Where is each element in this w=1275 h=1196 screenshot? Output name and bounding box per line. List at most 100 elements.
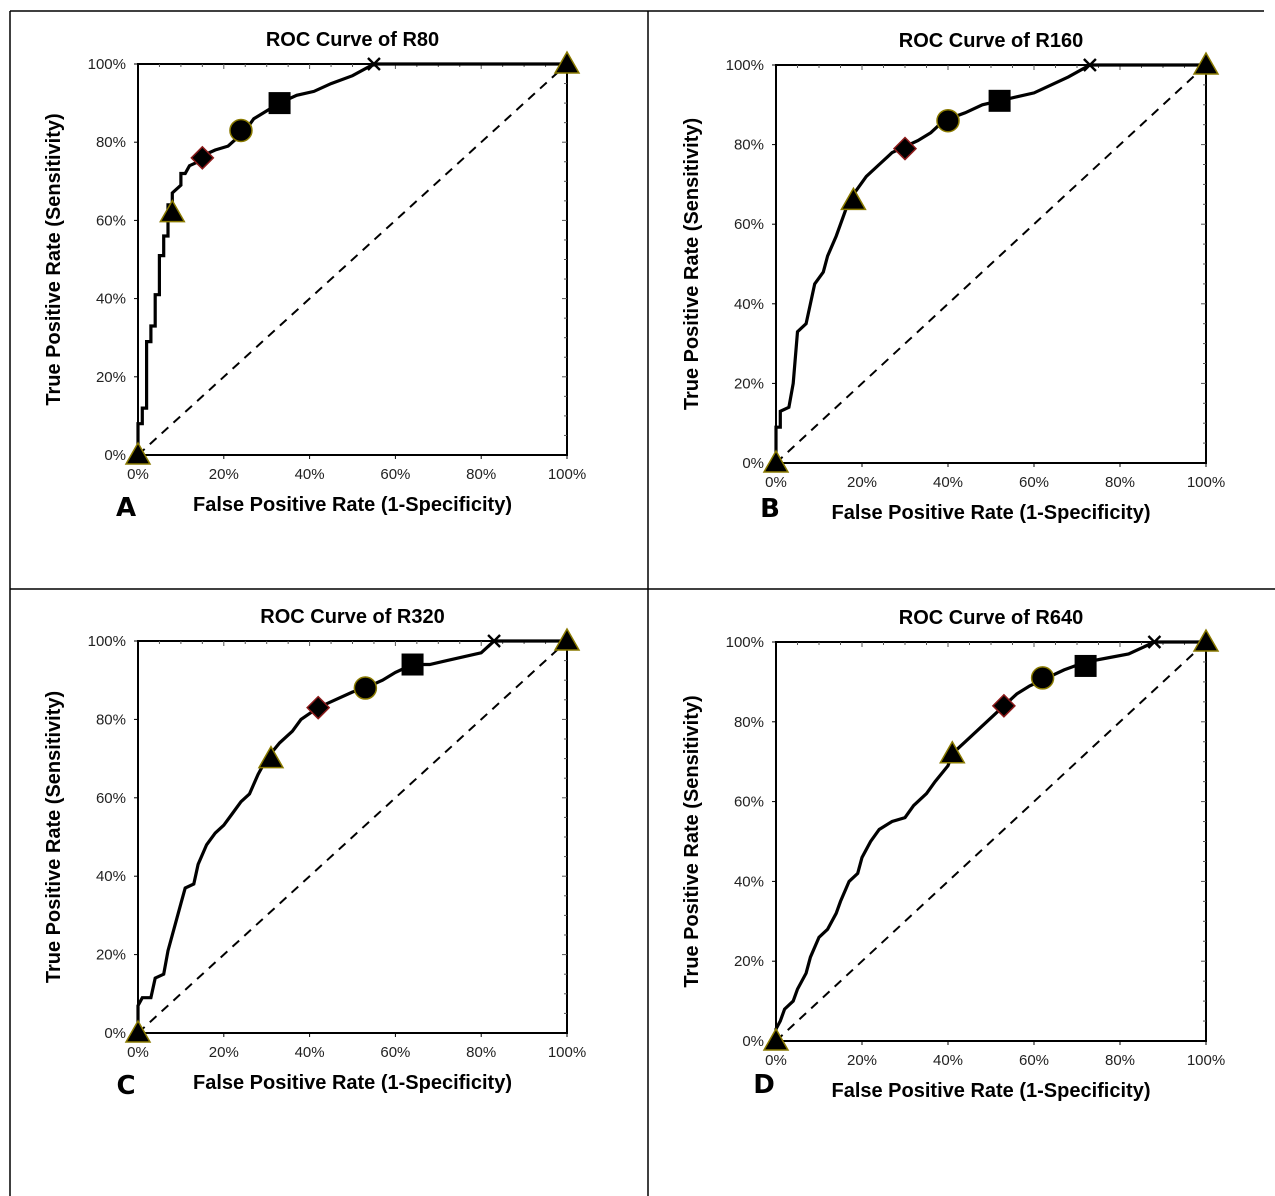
chart-title: ROC Curve of R80: [266, 29, 439, 51]
y-axis-label: True Positive Rate (Sensitivity): [43, 691, 65, 983]
y-tick-label: 20%: [734, 375, 764, 392]
x-tick-label: 20%: [209, 1044, 239, 1061]
marker-x: [1147, 635, 1162, 649]
chart-title: ROC Curve of R160: [899, 30, 1084, 52]
y-tick-label: 20%: [96, 947, 126, 964]
chance-diagonal-line: [137, 63, 568, 456]
y-tick-label: 100%: [726, 57, 764, 74]
y-tick-label: 20%: [96, 369, 126, 386]
chart-title: ROC Curve of R320: [260, 606, 445, 628]
x-tick-label: 60%: [380, 466, 410, 483]
x-tick-label: 60%: [1019, 474, 1049, 491]
x-tick-label: 40%: [295, 1044, 325, 1061]
chance-diagonal-line: [775, 64, 1207, 464]
marker-circle: [353, 676, 378, 700]
x-tick-label: 0%: [765, 1052, 787, 1069]
y-tick-label: 20%: [734, 953, 764, 970]
x-tick-label: 80%: [466, 466, 496, 483]
x-tick-label: 20%: [847, 1052, 877, 1069]
roc-panel-c: 0% 20% 40% 60% 80% 100% 0% 20% 40% 60% 80% 100% ROC …: [43, 606, 586, 1101]
x-tick-label: 20%: [847, 474, 877, 491]
x-tick-label: 0%: [765, 474, 787, 491]
marker-square: [268, 92, 291, 115]
y-tick-label: 40%: [734, 873, 764, 890]
y-tick-label: 40%: [96, 868, 126, 885]
chance-diagonal-line: [137, 640, 568, 1034]
y-tick-label: 60%: [734, 216, 764, 233]
marker-diamond: [892, 136, 918, 161]
marker-triangle: [124, 441, 152, 465]
y-tick-label: 0%: [742, 455, 764, 472]
y-tick-label: 60%: [734, 794, 764, 811]
x-axis-label: False Positive Rate (1-Specificity): [193, 494, 512, 516]
x-tick-label: 100%: [548, 1044, 586, 1061]
y-tick-label: 40%: [96, 291, 126, 308]
y-tick-label: 0%: [104, 1025, 126, 1042]
marker-square: [988, 89, 1011, 112]
x-tick-label: 0%: [127, 1044, 149, 1061]
panel-letter: C: [116, 1071, 135, 1101]
marker-triangle: [553, 627, 581, 651]
roc-curve-line: [774, 640, 1206, 1041]
y-tick-label: 0%: [104, 447, 126, 464]
marker-triangle: [257, 745, 285, 769]
x-tick-label: 100%: [1187, 1052, 1225, 1069]
x-tick-label: 100%: [548, 466, 586, 483]
y-axis-label: True Positive Rate (Sensitivity): [681, 695, 703, 987]
roc-curve-line: [136, 639, 567, 1033]
marker-triangle: [1192, 51, 1220, 75]
panel-letter: B: [760, 494, 780, 524]
y-tick-label: 80%: [96, 134, 126, 151]
marker-triangle: [159, 199, 186, 223]
y-tick-label: 80%: [96, 711, 126, 728]
y-tick-label: 80%: [734, 714, 764, 731]
y-tick-label: 100%: [726, 634, 764, 651]
marker-triangle: [1192, 628, 1220, 652]
marker-triangle: [762, 449, 790, 473]
y-axis-label: True Positive Rate (Sensitivity): [681, 118, 703, 410]
y-tick-label: 100%: [88, 56, 126, 73]
y-tick-label: 40%: [734, 296, 764, 313]
y-tick-label: 80%: [734, 137, 764, 154]
marker-diamond: [190, 145, 215, 170]
x-axis-label: False Positive Rate (1-Specificity): [831, 502, 1150, 524]
x-tick-label: 40%: [295, 466, 325, 483]
x-tick-label: 80%: [1105, 1052, 1135, 1069]
marker-x: [487, 634, 501, 648]
y-tick-label: 100%: [88, 633, 126, 650]
marker-circle: [1030, 666, 1055, 690]
marker-triangle: [762, 1027, 790, 1051]
marker-triangle: [840, 186, 867, 211]
roc-panel-b: 0% 20% 40% 60% 80% 100% 0% 20% 40% 60% 80% 100% ROC …: [681, 30, 1225, 524]
marker-x: [367, 57, 381, 71]
x-tick-label: 40%: [933, 1052, 963, 1069]
x-tick-label: 40%: [933, 474, 963, 491]
x-tick-label: 80%: [1105, 474, 1135, 491]
panel-letter: D: [753, 1070, 775, 1100]
x-tick-label: 100%: [1187, 474, 1225, 491]
marker-diamond: [306, 695, 331, 720]
y-axis-label: True Positive Rate (Sensitivity): [43, 113, 65, 405]
roc-curve-line: [136, 62, 567, 455]
marker-triangle: [124, 1019, 152, 1043]
marker-square: [401, 653, 424, 676]
marker-circle: [936, 108, 960, 133]
y-tick-label: 60%: [96, 212, 126, 229]
marker-diamond: [991, 693, 1016, 718]
marker-square: [1074, 654, 1097, 677]
panel-letter: A: [116, 493, 136, 523]
x-tick-label: 0%: [127, 466, 149, 483]
y-tick-label: 0%: [742, 1033, 764, 1050]
x-tick-label: 20%: [209, 466, 239, 483]
roc-panel-d: 0% 20% 40% 60% 80% 100% 0% 20% 40% 60% 80% 100% ROC …: [681, 607, 1225, 1102]
x-tick-label: 80%: [466, 1044, 496, 1061]
chance-diagonal-line: [775, 641, 1207, 1042]
marker-circle: [229, 118, 253, 143]
roc-curve-line: [774, 63, 1206, 463]
y-tick-label: 60%: [96, 790, 126, 807]
marker-triangle: [939, 740, 966, 764]
layout-table-borders: [9, 10, 1275, 1196]
roc-panel-a: 0% 20% 40% 60% 80% 100% 0% 20% 40% 60% 80% 100% ROC …: [43, 29, 586, 523]
x-tick-label: 60%: [1019, 1052, 1049, 1069]
